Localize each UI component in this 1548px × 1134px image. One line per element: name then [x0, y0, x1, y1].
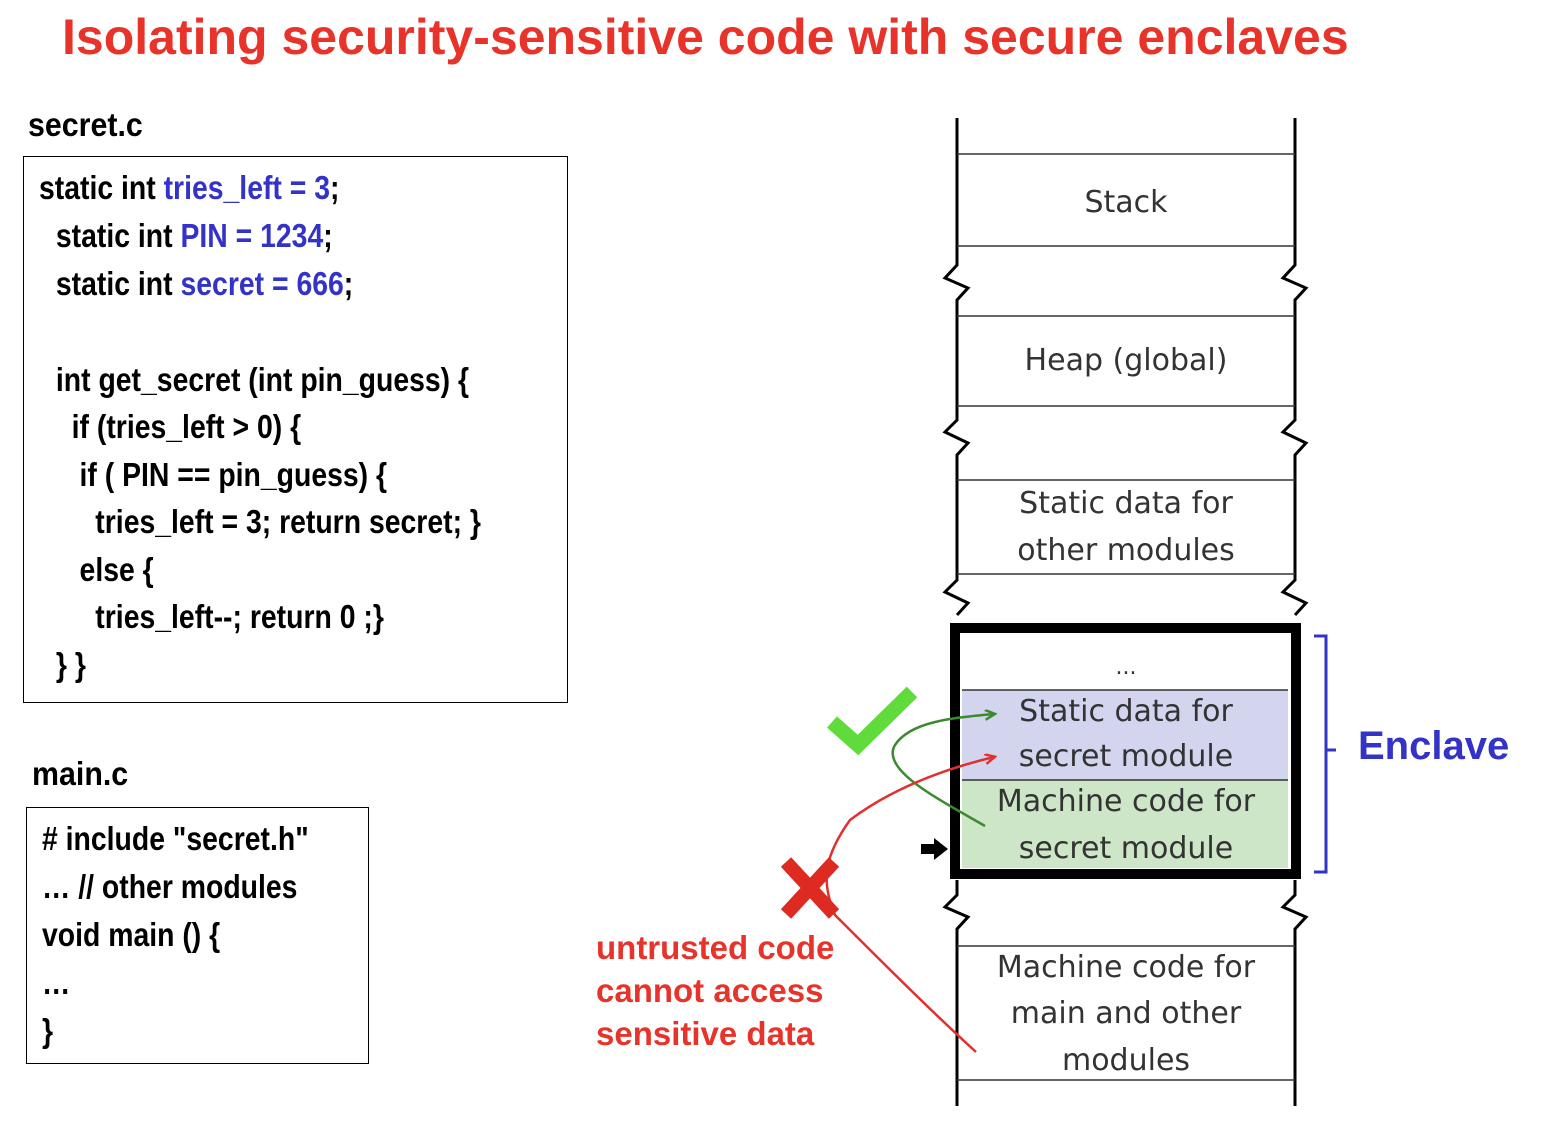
untrusted-note: untrusted code cannot access sensitive d…	[596, 926, 834, 1055]
code-text: tries_left = 3; return secret; }	[48, 503, 481, 540]
heap-label: Heap (global)	[1024, 343, 1228, 378]
allowed-access-arrow	[891, 714, 994, 828]
check-icon	[827, 686, 918, 756]
secret-code-line: if ( PIN == pin_guess) {	[48, 456, 388, 493]
code-text: ;	[323, 217, 333, 254]
code-text: if (tries_left > 0) {	[48, 408, 302, 445]
code-highlight: secret = 666	[180, 265, 344, 302]
code-text: int get_secret (int pin_guess) {	[48, 361, 470, 398]
secret-code-line: } }	[48, 648, 86, 681]
slide-title: Isolating security-sensitive code with s…	[62, 9, 1349, 65]
machine-main-label-2: main and other	[1010, 996, 1242, 1031]
code-text: tries_left--; return 0 ;}	[48, 598, 384, 635]
main-code-line: # include "secret.h"	[42, 820, 309, 857]
secret-code-line: tries_left = 3; return secret; }	[48, 505, 481, 538]
secret-code-box: static int tries_left = 3; static int PI…	[23, 156, 568, 703]
main-file-label: main.c	[32, 755, 129, 792]
secret-code-line: if (tries_left > 0) {	[48, 410, 301, 443]
untrusted-note-line-1: untrusted code	[596, 929, 835, 966]
code-highlight: tries_left = 3	[163, 169, 331, 206]
enclave-bracket	[1314, 634, 1336, 874]
secret-code-line: static int PIN = 1234;	[48, 219, 333, 252]
secret-code-line: static int secret = 666;	[48, 267, 353, 300]
secret-code-line: int get_secret (int pin_guess) {	[48, 363, 469, 396]
code-text: ;	[330, 169, 340, 206]
machine-secret-label-1: Machine code for	[996, 784, 1256, 819]
code-text: else {	[48, 551, 154, 588]
machine-secret-label-2: secret module	[1018, 831, 1234, 866]
static-other-label-2: other modules	[1017, 533, 1235, 568]
main-code-line: …	[42, 964, 71, 1001]
machine-main-label-1: Machine code for	[996, 950, 1256, 985]
untrusted-note-line-3: sensitive data	[596, 1015, 815, 1052]
main-code-line: void main () {	[42, 916, 221, 953]
untrusted-note-line-2: cannot access	[596, 972, 824, 1009]
code-text: } }	[48, 646, 86, 683]
memory-left-boundary	[942, 118, 971, 1106]
machine-main-label-3: modules	[1061, 1043, 1191, 1078]
code-text: static int	[39, 169, 164, 206]
enclave-label: Enclave	[1358, 724, 1510, 768]
secret-code-line: tries_left--; return 0 ;}	[48, 600, 384, 633]
entry-pointer-icon	[921, 838, 948, 860]
code-highlight: PIN = 1234	[180, 217, 324, 254]
code-text: if ( PIN == pin_guess) {	[48, 456, 388, 493]
main-code-line: }	[42, 1012, 54, 1049]
secret-file-label: secret.c	[28, 106, 143, 143]
stack-label: Stack	[1084, 185, 1168, 220]
secret-code-line: static int tries_left = 3;	[39, 171, 339, 204]
enclave-dots-label: ...	[1115, 655, 1137, 680]
machine-secret-region	[962, 780, 1288, 868]
cross-icon	[780, 857, 840, 919]
code-text: static int	[48, 265, 181, 302]
static-secret-label-1: Static data for	[1019, 694, 1233, 729]
enclave-border	[950, 623, 1301, 879]
secret-code-line: else {	[48, 553, 154, 586]
main-code-line: … // other modules	[42, 868, 298, 905]
memory-separators	[957, 153, 1295, 1081]
static-secret-region	[962, 690, 1288, 780]
static-other-label-1: Static data for	[1019, 486, 1233, 521]
static-secret-label-2: secret module	[1018, 739, 1234, 774]
code-text: static int	[48, 217, 181, 254]
main-code-box: # include "secret.h" … // other modules vo…	[26, 807, 369, 1064]
code-text: ;	[343, 265, 354, 302]
memory-right-boundary	[1280, 118, 1309, 1106]
